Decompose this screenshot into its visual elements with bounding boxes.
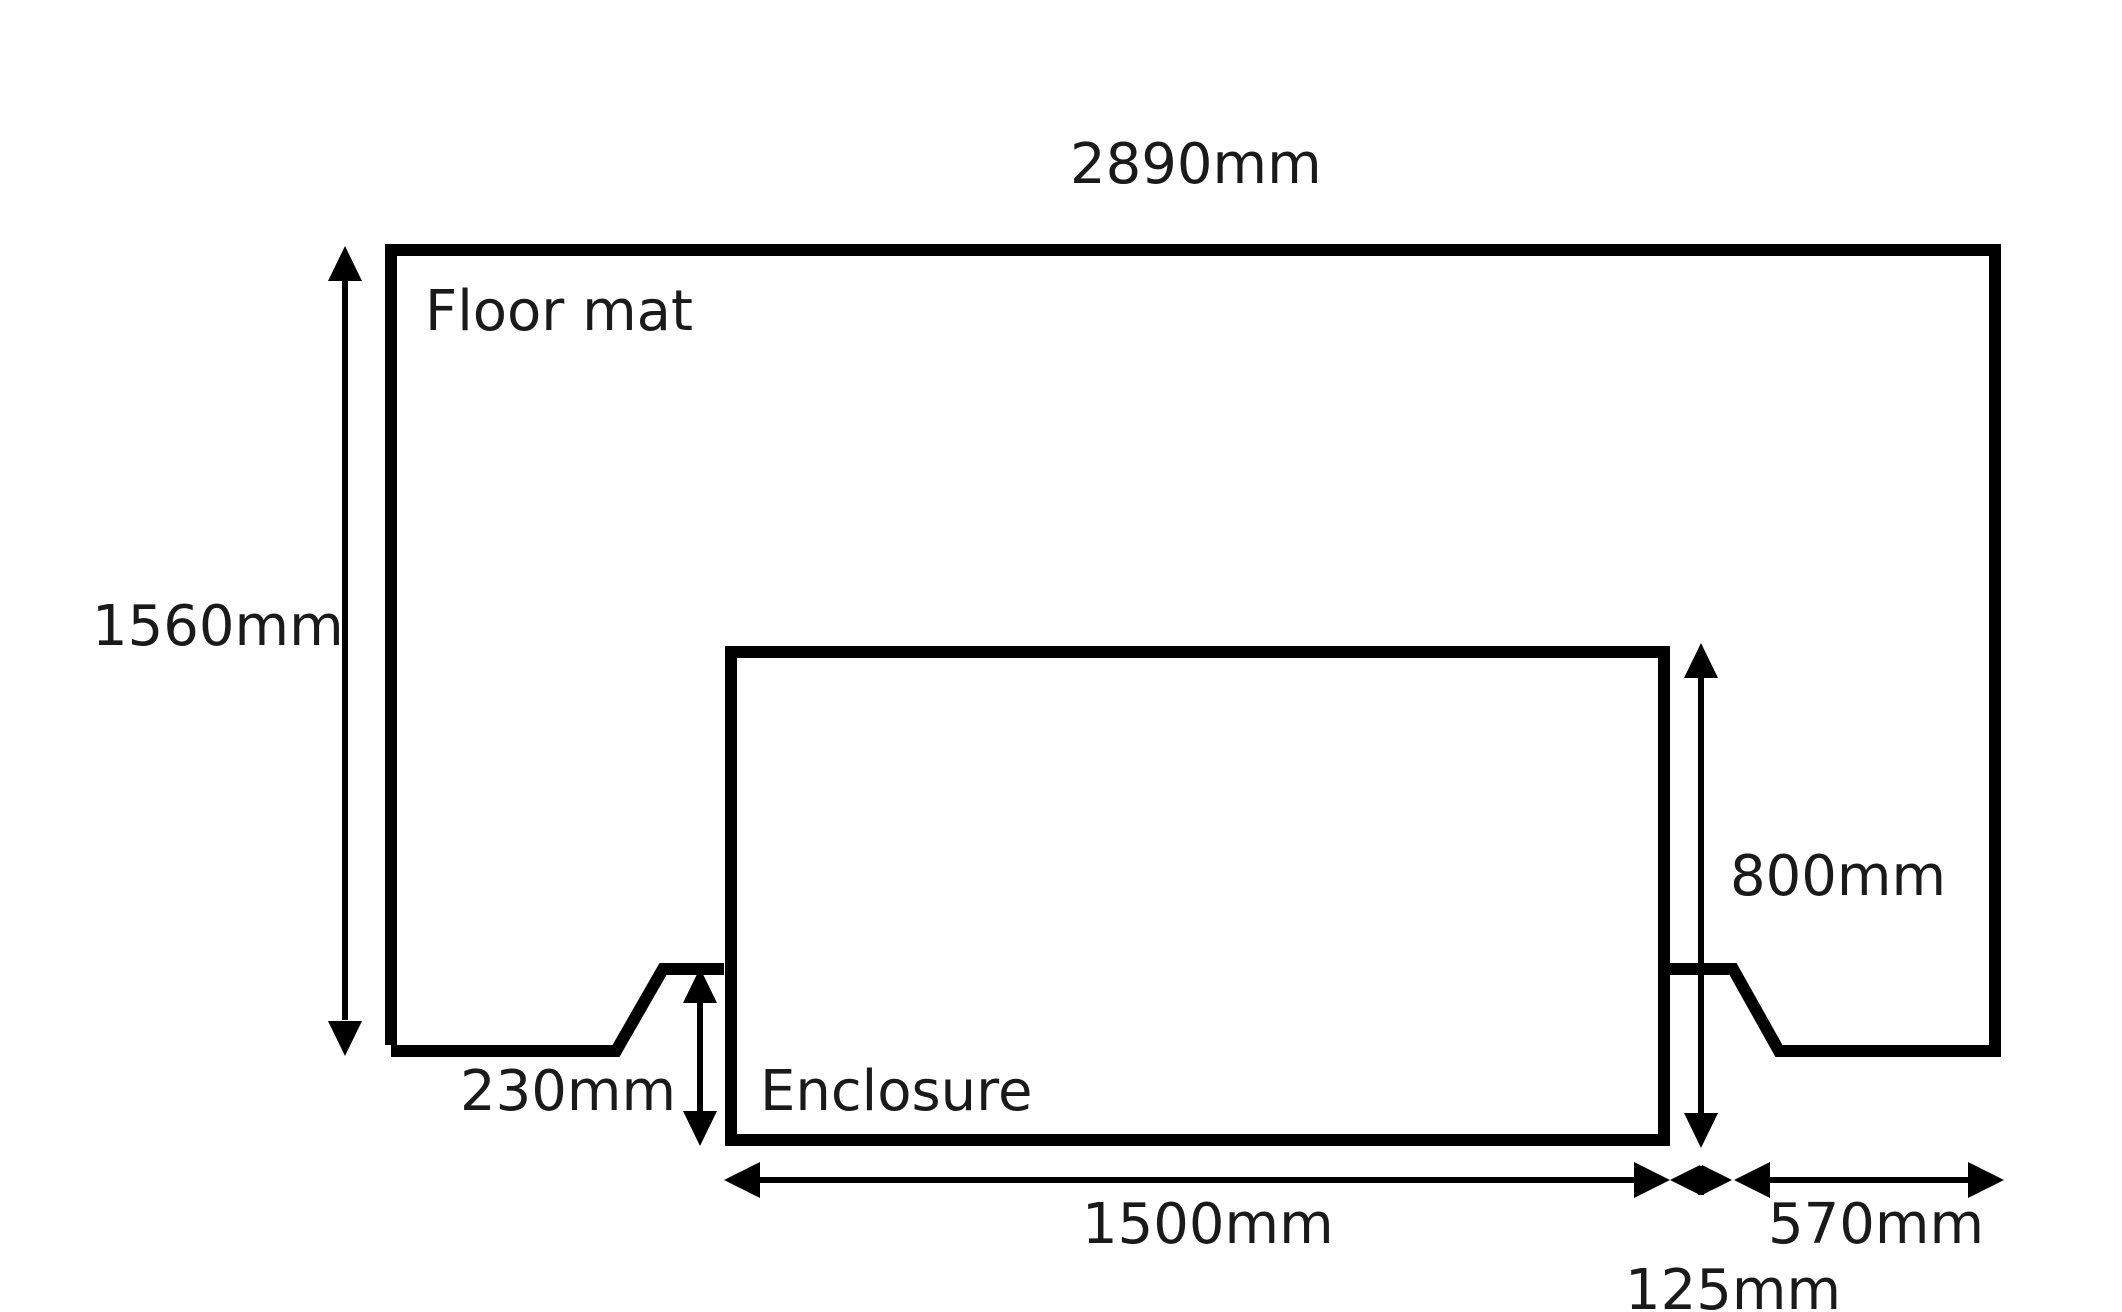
overall-height-dimension — [328, 246, 362, 1056]
overall-height-label: 1560mm — [92, 594, 344, 659]
side-width-label: 570mm — [1768, 1192, 1984, 1257]
floor-mat-outline — [385, 244, 2001, 1057]
notch-depth-label: 230mm — [460, 1059, 676, 1124]
overall-width-label: 2890mm — [1070, 132, 1322, 197]
enclosure-outline — [725, 646, 1670, 1146]
enclosure-width-dimension — [724, 1162, 1670, 1198]
enclosure-depth-dimension — [1684, 643, 1718, 1148]
side-gap-dimension — [1670, 1165, 1732, 1195]
enclosure-width-label: 1500mm — [1082, 1192, 1334, 1257]
side-width-dimension — [1734, 1162, 2004, 1198]
enclosure-depth-label: 800mm — [1730, 844, 1946, 909]
floor-mat-label: Floor mat — [425, 279, 693, 344]
enclosure-label: Enclosure — [760, 1059, 1032, 1124]
notch-depth-dimension — [683, 968, 717, 1146]
side-gap-label: 125mm — [1625, 1258, 1841, 1312]
